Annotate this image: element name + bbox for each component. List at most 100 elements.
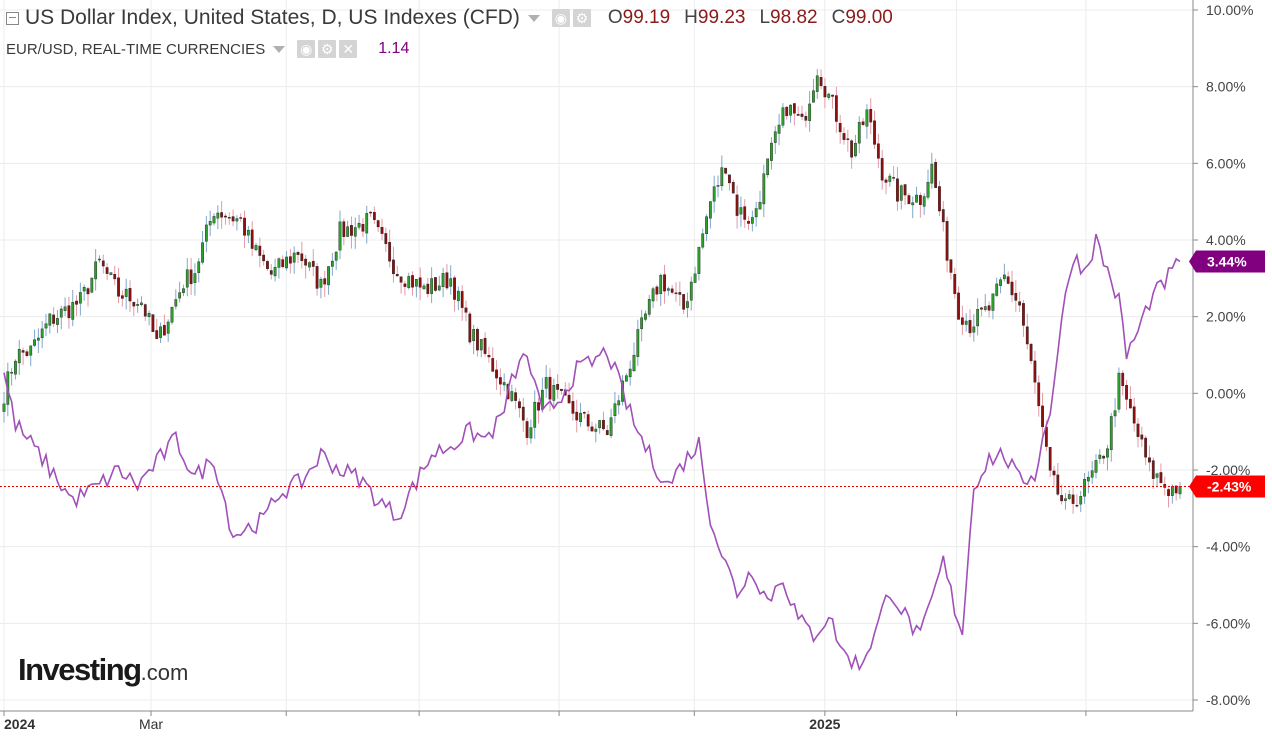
close-icon[interactable]: ✕ [339, 40, 358, 58]
candle-body [208, 221, 212, 226]
candle [235, 215, 239, 231]
candle-body [1125, 384, 1128, 400]
candle [789, 104, 792, 123]
candle [1025, 313, 1029, 350]
chevron-down-icon[interactable] [527, 14, 540, 22]
candle-body [972, 326, 976, 333]
axes: 10.00% 8.00% 6.00% 4.00% 2.00% 0.00% -2.00% -4.… [0, 0, 1253, 732]
candle [338, 210, 342, 260]
candle [873, 110, 876, 149]
candle [785, 105, 789, 120]
candle [258, 237, 262, 268]
candle [273, 258, 277, 282]
candle-body [731, 182, 735, 194]
chevron-down-icon[interactable] [273, 45, 286, 53]
candle [529, 419, 533, 444]
candle [1083, 472, 1086, 504]
candle [613, 391, 617, 424]
candle [124, 278, 128, 310]
candle [659, 273, 663, 307]
candle-body [201, 242, 204, 263]
candle [666, 286, 670, 296]
candle-body [63, 306, 67, 311]
candle-body [277, 258, 281, 268]
candle-body [136, 304, 140, 306]
candle [731, 179, 735, 194]
candle [1033, 350, 1037, 394]
candle-body [888, 175, 892, 182]
candle [796, 106, 800, 116]
candle [56, 310, 59, 334]
candle-body [128, 288, 132, 302]
candle [1071, 488, 1075, 514]
settings-icon[interactable]: ⚙ [572, 9, 591, 27]
settings-icon[interactable]: ⚙ [318, 40, 337, 58]
candle-body [781, 107, 785, 126]
candle-body [976, 309, 980, 327]
candle-body [334, 251, 338, 261]
candle [586, 410, 590, 432]
candle [407, 272, 411, 290]
candle [537, 397, 540, 424]
candle-body [285, 256, 288, 269]
candle-body [571, 401, 575, 414]
candle [980, 306, 983, 317]
x-tick-label: 2024 [4, 716, 35, 732]
candle [834, 86, 838, 133]
candle-body [162, 325, 166, 336]
candle-body [300, 253, 304, 262]
candle [655, 284, 659, 302]
candle-body [1140, 434, 1144, 440]
candle [632, 342, 636, 372]
candle-body [701, 233, 705, 248]
candle [567, 382, 571, 404]
candle [552, 378, 556, 407]
collapse-icon[interactable] [6, 11, 19, 25]
candle-body [758, 201, 762, 210]
candle [754, 201, 758, 227]
candle [71, 289, 75, 327]
candle-body [395, 274, 399, 277]
candle-body [101, 260, 105, 267]
candle [823, 78, 827, 109]
investing-logo: Investing.com [18, 652, 188, 688]
visibility-icon[interactable]: ◉ [297, 40, 316, 58]
candle-body [308, 262, 311, 268]
candle-body [827, 93, 831, 98]
candle [487, 346, 491, 363]
candle-body [78, 292, 82, 304]
candle [86, 286, 90, 307]
candle [892, 165, 896, 182]
candle-body [544, 377, 548, 389]
candle-body [1117, 372, 1121, 410]
candle-body [56, 318, 59, 325]
eur-usd-badge: 3.44% [1189, 250, 1265, 273]
candle-body [10, 372, 14, 374]
candle [33, 329, 36, 348]
candle [174, 289, 178, 310]
candle [560, 388, 563, 395]
candle [82, 284, 86, 301]
candle [292, 246, 296, 274]
candle [728, 174, 731, 191]
candle [865, 104, 869, 139]
candle [216, 205, 220, 230]
candle [147, 310, 151, 326]
visibility-icon[interactable]: ◉ [551, 9, 570, 27]
candle [456, 286, 460, 311]
y-tick-label: -8.00% [1206, 692, 1250, 708]
candle-body [899, 185, 903, 201]
candle [747, 216, 750, 230]
candle-body [686, 301, 689, 308]
candle-body [586, 414, 590, 427]
candle [617, 394, 621, 415]
candle [880, 149, 884, 190]
candle [327, 266, 330, 295]
candle-body [155, 330, 159, 339]
candle [288, 248, 292, 274]
candle [1140, 426, 1144, 448]
candle-body [468, 313, 472, 343]
candle [1098, 449, 1102, 464]
candle-body [151, 314, 155, 332]
